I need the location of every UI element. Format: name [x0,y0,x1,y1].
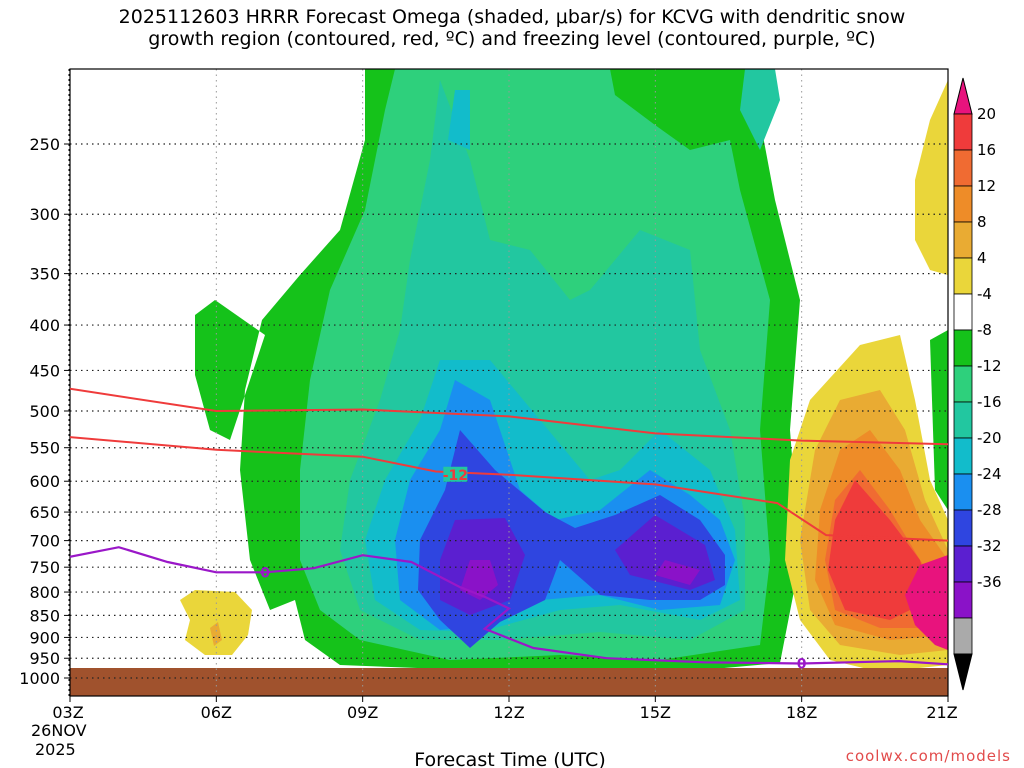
colorbar-label-8: -16 [977,393,1002,411]
y-tick-label-550: 550 [29,439,60,458]
y-tick-label-1000: 1000 [19,669,60,688]
x-tick-label-18Z: 18Z [786,703,817,722]
omega-region-plus4-low [180,590,252,655]
x-axis-label: Forecast Time (UTC) [414,749,605,768]
colorbar-label-6: -8 [977,321,992,339]
colorbar-label-4: 4 [977,249,987,267]
colorbar-swatch-12 [953,509,973,547]
colorbar-swatch-14 [953,581,973,619]
colorbar-swatch-13 [953,545,973,583]
y-tick-label-400: 400 [29,316,60,335]
chart-title: 2025112603 HRRR Forecast Omega (shaded, … [0,6,1024,50]
x-axis: 03Z 06Z 09Z 12Z 15Z 18Z 21Z [52,696,958,722]
y-tick-label-350: 350 [29,265,60,284]
y-tick-label-850: 850 [29,606,60,625]
freezing-level-contour [70,546,948,666]
colorbar-label-1: 16 [977,141,996,159]
y-axis: 250 300 350 400 450 500 550 600 650 700 750 800 850 9… [19,135,70,688]
contour-label-0: -12 [443,468,468,484]
omega-region-plus24 [905,555,948,650]
colorbar-label-13: -36 [977,573,1002,591]
colorbar-label-5: -4 [977,285,992,303]
x-tick-label-21Z: 21Z [926,703,957,722]
y-tick-label-750: 750 [29,558,60,577]
colorbar-swatch-11 [953,473,973,511]
colorbar-label-0: 20 [977,105,996,123]
colorbar-arrow-bottom [953,653,973,691]
contour-lines: -12 0 0 [70,387,948,672]
y-tick-label-950: 950 [29,649,60,668]
grid-lines [68,69,948,696]
colorbar-swatch-5 [953,257,973,295]
colorbar-swatch-2 [953,149,973,187]
colorbar-swatch-6 [953,293,973,331]
colorbar-swatch-1 [953,113,973,151]
y-tick-label-650: 650 [29,503,60,522]
x-date-line-1: 26NOV [31,721,87,740]
colorbar-label-3: 8 [977,213,987,231]
credit-link[interactable]: coolwx.com/models [846,747,1011,765]
colorbar-swatch-15 [953,617,973,655]
dgz-contour-lower [70,436,948,542]
omega-region-minus28 [440,515,715,615]
colorbar-swatch-9 [953,401,973,439]
colorbar-label-7: -12 [977,357,1002,375]
colorbar-label-9: -20 [977,429,1002,447]
title-line-1: 2025112603 HRRR Forecast Omega (shaded, … [118,6,906,28]
y-tick-label-300: 300 [29,205,60,224]
omega-region-minus4b [930,330,948,510]
contour-label-1: 0 [260,565,270,581]
colorbar-label-10: -24 [977,465,1002,483]
colorbar-swatch-8 [953,365,973,403]
colorbar-label-2: 12 [977,177,996,195]
omega-region-minus12b [740,69,780,150]
colorbar-swatch-10 [953,437,973,475]
y-tick-label-500: 500 [29,402,60,421]
omega-region-plus4-top [915,80,948,275]
x-tick-label-09Z: 09Z [347,703,378,722]
x-tick-label-03Z: 03Z [52,703,83,722]
colorbar-swatch-4 [953,221,973,259]
omega-region-plus20 [828,480,930,620]
colorbar-swatch-7 [953,329,973,367]
title-line-2: growth region (contoured, red, ºC) and f… [148,28,876,50]
x-tick-label-12Z: 12Z [493,703,524,722]
y-tick-label-700: 700 [29,532,60,551]
y-tick-label-250: 250 [29,135,60,154]
omega-shading [180,69,948,672]
y-tick-label-900: 900 [29,628,60,647]
y-tick-label-600: 600 [29,472,60,491]
colorbar-arrow-top [953,77,973,115]
omega-region-plus8-low [210,622,222,646]
dgz-contour-minus12 [70,387,948,446]
x-tick-label-06Z: 06Z [201,703,232,722]
contour-label-2: 0 [797,656,807,672]
colorbar-label-11: -28 [977,501,1002,519]
x-tick-label-15Z: 15Z [640,703,671,722]
colorbar-label-12: -32 [977,537,1002,555]
y-tick-label-800: 800 [29,583,60,602]
contour-label-bg-0 [443,466,468,482]
colorbar: 20 16 12 8 4 -4 -8 -12 -16 -20 -24 -28 -32 -36 [953,77,1002,691]
y-tick-label-450: 450 [29,361,60,380]
colorbar-swatch-3 [953,185,973,223]
x-date-line-2: 2025 [35,740,76,759]
